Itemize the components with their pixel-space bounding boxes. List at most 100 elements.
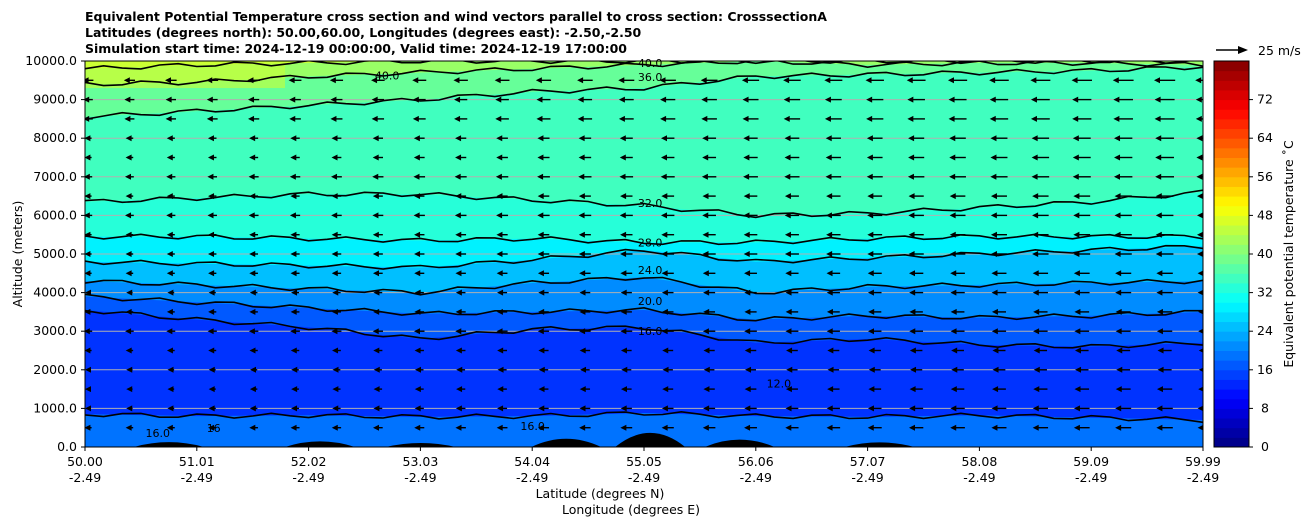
wind-arrow-head [578, 212, 585, 219]
wind-arrow [330, 96, 343, 103]
wind-arrow [496, 154, 508, 161]
wind-arrow-head [290, 251, 297, 257]
wind-arrow [207, 212, 217, 219]
wind-arrow-head [661, 328, 668, 335]
wind-arrow-head [331, 135, 338, 142]
wind-arrow [125, 328, 134, 335]
wind-arrow [908, 212, 924, 219]
wind-arrow-head [579, 270, 586, 277]
wind-arrow [826, 405, 840, 412]
wind-arrow-head [537, 270, 544, 277]
colorbar-segment [1214, 254, 1249, 265]
wind-arrow [85, 154, 92, 161]
wind-arrow [992, 386, 1006, 393]
wind-arrow [949, 193, 966, 200]
wind-arrow-head [619, 154, 626, 161]
wind-arrow [249, 270, 258, 277]
wind-arrow-head [1033, 366, 1040, 373]
wind-arrow [85, 424, 92, 431]
wind-arrow [494, 77, 510, 84]
wind-arrow-head [827, 386, 834, 393]
wind-arrow-head [950, 405, 957, 412]
wind-arrow [1116, 366, 1131, 373]
wind-arrow [867, 424, 882, 431]
wind-arrow-head [85, 115, 90, 122]
wind-arrow [660, 115, 676, 122]
wind-arrow [908, 251, 924, 257]
colorbar-segment [1214, 273, 1249, 284]
wind-arrow-head [990, 231, 997, 238]
wind-arrow-head [1116, 347, 1123, 354]
wind-arrow [990, 173, 1008, 180]
wind-arrow [700, 77, 718, 84]
wind-arrow [703, 405, 716, 412]
contour-label: 16.0 [145, 427, 170, 440]
wind-arrow-head [826, 308, 833, 315]
wind-arrow [289, 173, 301, 180]
wind-arrow-head [701, 115, 708, 122]
wind-arrow-head [289, 173, 296, 180]
wind-arrow-head [701, 96, 708, 103]
wind-arrow-head [579, 386, 586, 393]
wind-arrow-head [125, 135, 132, 142]
wind-arrow [579, 328, 591, 335]
wind-arrow [867, 405, 882, 412]
wind-arrow [85, 96, 93, 103]
wind-arrow [413, 328, 425, 335]
wind-arrow [949, 231, 966, 238]
wind-arrow [991, 289, 1007, 296]
wind-arrow [125, 135, 134, 142]
wind-arrow-head [1114, 212, 1121, 219]
wind-arrow [908, 154, 925, 161]
wind-arrow [1032, 424, 1049, 431]
wind-arrow-head [125, 424, 132, 431]
wind-arrow-head [455, 424, 462, 431]
wind-arrow-head [868, 328, 875, 335]
wind-arrow-head [372, 212, 379, 219]
wind-arrow-head [495, 173, 502, 180]
wind-arrow-head [1073, 231, 1080, 238]
wind-arrow-head [166, 270, 173, 277]
wind-arrow [496, 424, 508, 431]
wind-arrow-head [951, 347, 958, 354]
wind-arrow [412, 77, 427, 84]
wind-arrow-head [578, 193, 585, 200]
wind-arrow-head [331, 251, 338, 257]
wind-arrow-head [660, 154, 667, 161]
wind-arrow [620, 251, 633, 257]
wind-arrow-head [1072, 135, 1079, 142]
wind-arrow [412, 96, 426, 103]
wind-arrow-head [455, 289, 462, 296]
wind-arrow [866, 135, 883, 142]
wind-arrow [578, 173, 592, 180]
wind-arrow [85, 173, 93, 180]
wind-arrow [166, 308, 175, 315]
wind-arrow-head [991, 270, 998, 277]
wind-arrow [166, 135, 175, 142]
wind-arrow [784, 154, 800, 161]
wind-arrow [497, 386, 507, 393]
wind-arrow [331, 154, 342, 161]
wind-arrow [165, 96, 177, 103]
wind-arrow-head [661, 251, 668, 257]
wind-arrow-head [166, 193, 173, 200]
wind-arrow-head [661, 231, 668, 238]
wind-arrow-head [620, 231, 627, 238]
colorbar-segment [1214, 80, 1249, 91]
wind-arrow [580, 366, 590, 373]
wind-arrow [950, 424, 965, 431]
wind-arrow-head [785, 424, 792, 431]
grid-lines [85, 61, 1203, 447]
wind-arrow-head [825, 135, 832, 142]
wind-arrow-head [579, 347, 586, 354]
wind-arrow-head [330, 115, 337, 122]
wind-arrow [289, 96, 301, 103]
wind-arrow [784, 173, 800, 180]
wind-arrow [125, 424, 134, 431]
wind-arrow [662, 347, 674, 354]
wind-arrow-head [1155, 135, 1162, 142]
wind-arrow [414, 308, 425, 315]
wind-arrow [167, 289, 175, 296]
wind-arrow-head [331, 270, 338, 277]
wind-arrow [867, 251, 883, 257]
